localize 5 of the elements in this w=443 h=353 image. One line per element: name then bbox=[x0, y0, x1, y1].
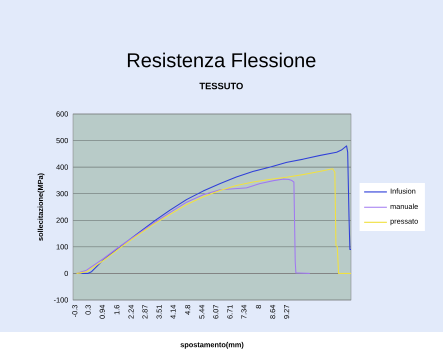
line-series bbox=[80, 145, 351, 274]
chart-subtitle: TESSUTO bbox=[199, 82, 243, 90]
line-series bbox=[76, 178, 310, 274]
line-series bbox=[76, 168, 351, 274]
chart-title: Resistenza Flessione bbox=[128, 52, 316, 68]
